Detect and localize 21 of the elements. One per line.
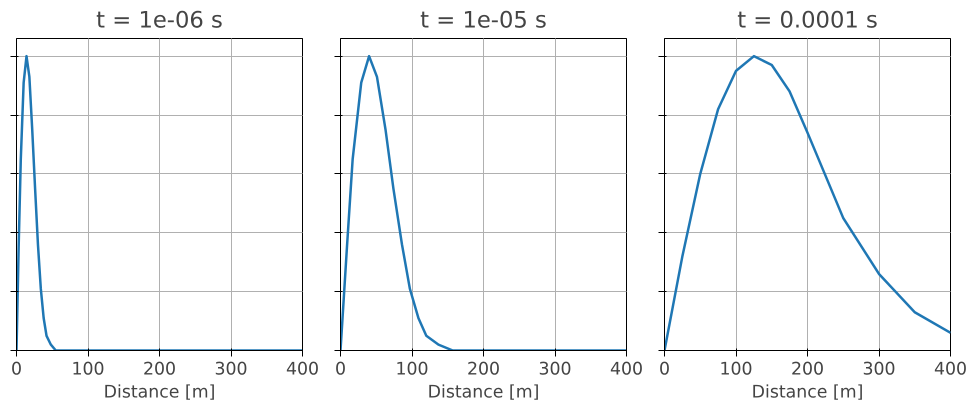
x-tick-label: 400 [934, 360, 968, 380]
x-axis-title: Distance [m] [752, 382, 864, 402]
x-tick-label: 400 [286, 360, 320, 380]
x-tick-label: 0 [334, 360, 346, 380]
x-tick-label: 400 [610, 360, 644, 380]
x-tick-label: 100 [719, 360, 753, 380]
x-tick-label: 300 [538, 360, 572, 380]
x-tick-label: 200 [790, 360, 824, 380]
chart-title: t = 1e-06 s [96, 8, 223, 34]
x-tick-label: 300 [214, 360, 248, 380]
x-tick-label: 300 [862, 360, 896, 380]
x-tick-label: 200 [466, 360, 500, 380]
x-tick-label: 100 [395, 360, 429, 380]
x-tick-label: 0 [10, 360, 22, 380]
chart-title: t = 1e-05 s [420, 8, 547, 34]
x-tick-label: 100 [71, 360, 105, 380]
x-tick-label: 200 [142, 360, 176, 380]
x-axis-title: Distance [m] [104, 382, 216, 402]
chart-title: t = 0.0001 s [737, 8, 878, 34]
x-axis-title: Distance [m] [428, 382, 540, 402]
x-tick-label: 0 [658, 360, 670, 380]
